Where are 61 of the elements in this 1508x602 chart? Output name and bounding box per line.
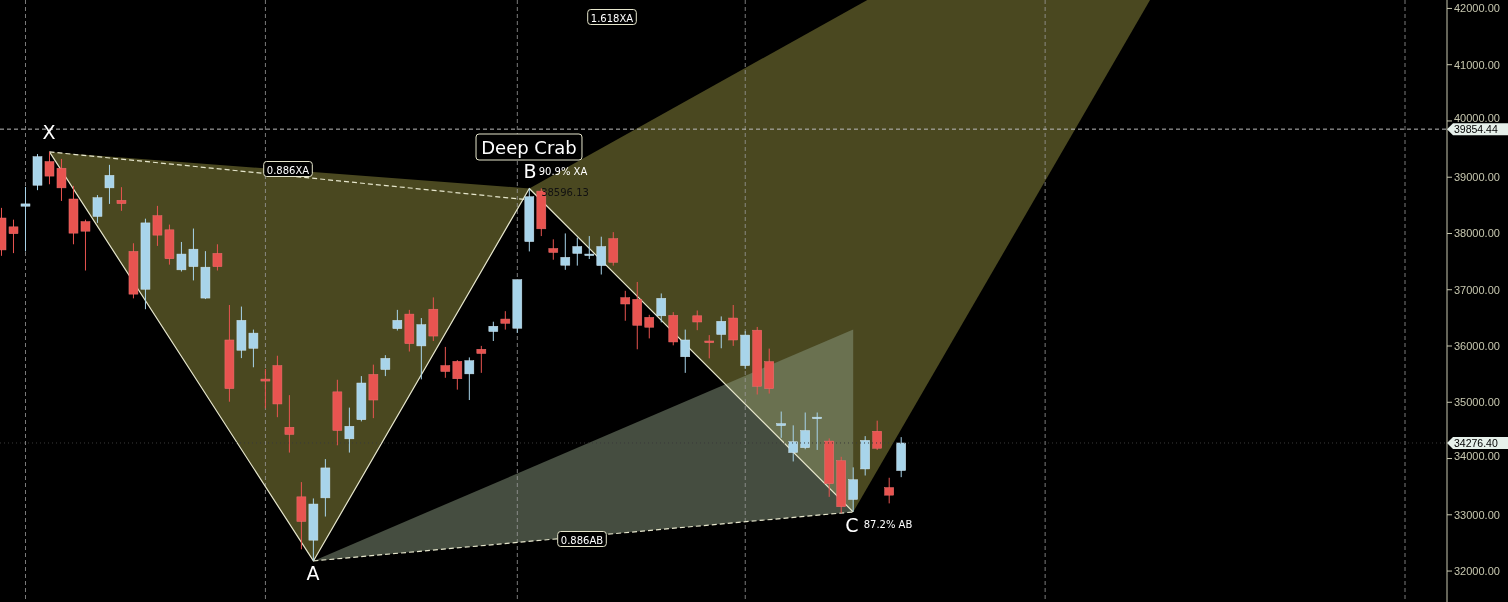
candlestick [20, 186, 31, 252]
candlestick [344, 407, 355, 454]
candlestick [788, 424, 798, 462]
annotation: A [306, 562, 320, 584]
annotation: B [523, 160, 537, 182]
candlestick [212, 243, 223, 272]
y-tick-label: 39000.00 [1454, 171, 1500, 184]
candlestick [596, 236, 607, 275]
annotation: 38596.13 [541, 187, 589, 198]
y-tick-label: 41000.00 [1454, 58, 1500, 71]
candlestick [476, 345, 487, 374]
candlestick [776, 411, 786, 439]
candlestick [560, 232, 571, 271]
y-tick-label: 34000.00 [1454, 449, 1500, 462]
candlestick [572, 237, 583, 267]
candlestick [116, 186, 127, 212]
candlestick [500, 310, 511, 331]
candlestick [812, 412, 822, 451]
candlestick [584, 235, 595, 260]
candlestick [608, 231, 619, 267]
candlestick [680, 329, 691, 374]
annotation: 1.618XA [590, 12, 634, 24]
candlestick [800, 412, 810, 450]
y-tick-label: 40000.00 [1454, 112, 1500, 125]
candlestick [848, 466, 858, 513]
candlestick [464, 356, 475, 401]
candlestick [548, 238, 559, 261]
candlestick [728, 304, 738, 347]
candlestick [620, 290, 631, 322]
candlestick [488, 321, 499, 342]
y-tick-label: 37000.00 [1454, 283, 1500, 296]
candlestick [656, 292, 667, 323]
annotation: C [845, 514, 859, 536]
annotation: 90.9% XA [538, 166, 588, 177]
candlestick [716, 315, 726, 349]
candlestick [884, 477, 894, 504]
candlestick [704, 334, 714, 359]
y-tick-label: 36000.00 [1454, 340, 1500, 353]
candlestick [284, 394, 295, 454]
y-tick-label: 32000.00 [1454, 565, 1500, 578]
annotation: Deep Crab [481, 137, 577, 159]
candlestick [440, 346, 451, 379]
candlestick [92, 194, 103, 224]
annotation: 0.886XA [266, 164, 310, 176]
y-tick-label: 35000.00 [1454, 396, 1500, 409]
y-tick-label: 38000.00 [1454, 227, 1500, 240]
annotation: 87.2% AB [863, 519, 913, 530]
candlestick [416, 317, 427, 380]
candlestick [692, 310, 703, 331]
candlestick [644, 314, 655, 339]
y-tick-label: 33000.00 [1454, 508, 1500, 521]
annotation: X [42, 121, 56, 143]
y-tick-label: 42000.00 [1454, 2, 1500, 15]
candlestick [392, 309, 403, 332]
candlestick [380, 354, 391, 377]
annotation: 0.886AB [560, 534, 604, 546]
candlestick [452, 359, 463, 391]
candlestick [872, 420, 882, 451]
ref-line-label: 39854.44 [1454, 123, 1498, 136]
ref-line-label: 34276.40 [1454, 436, 1498, 449]
candlestick [104, 164, 115, 205]
